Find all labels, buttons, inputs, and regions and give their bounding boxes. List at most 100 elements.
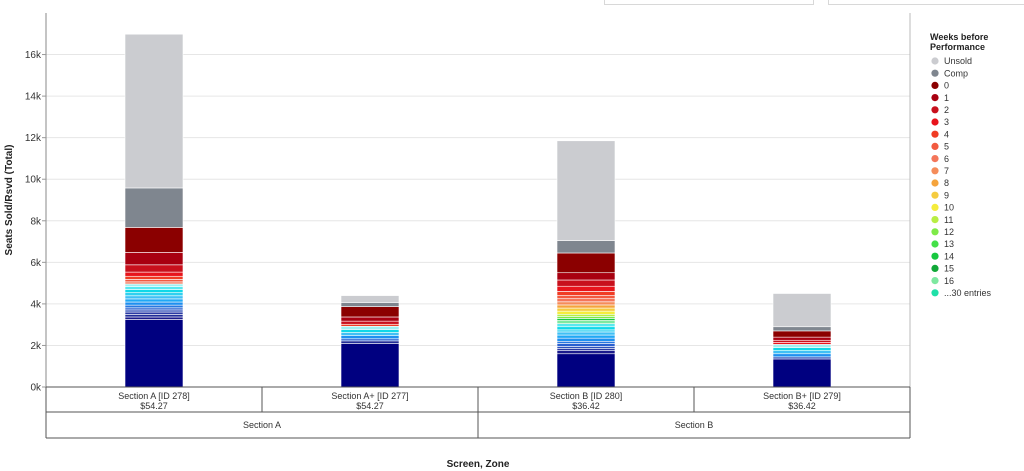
legend-item[interactable]: 10	[931, 203, 954, 213]
bar-segment	[556, 295, 616, 299]
bar-segment	[772, 326, 832, 332]
bar-stack	[772, 293, 832, 388]
bar-segment	[556, 326, 616, 331]
legend-item[interactable]: 8	[931, 178, 949, 188]
legend-swatch	[931, 289, 939, 297]
legend-swatch	[931, 191, 939, 199]
bar-segment	[124, 307, 184, 311]
category-label: Section A+ [ID 277]	[331, 391, 408, 401]
bar-segment	[556, 316, 616, 319]
toolbar-box-left	[604, 0, 814, 5]
legend-label: 11	[944, 215, 953, 225]
legend-swatch	[931, 106, 939, 114]
legend-item[interactable]: 2	[931, 105, 949, 115]
bar-segment	[772, 342, 832, 345]
legend-item[interactable]: 7	[931, 166, 949, 176]
bar-segment	[124, 264, 184, 273]
legend-item[interactable]: 16	[931, 276, 954, 286]
legend-item[interactable]: 12	[931, 227, 954, 237]
y-axis-title: Seats Sold/Rsvd (Total)	[4, 145, 15, 256]
grid-lines	[46, 54, 910, 346]
legend-swatch	[931, 277, 939, 285]
legend-item[interactable]: Unsold	[931, 56, 972, 66]
legend-item[interactable]: 1	[931, 93, 949, 103]
legend-swatch	[931, 252, 939, 260]
bar-segment	[124, 283, 184, 287]
category-label: Section A [ID 278]	[118, 391, 190, 401]
bar-segment	[124, 281, 184, 285]
legend-item[interactable]: 0	[931, 81, 949, 91]
bar-segment	[124, 304, 184, 309]
bar-segment	[340, 338, 400, 342]
y-tick-label: 0k	[30, 383, 42, 394]
bar-segment	[340, 340, 400, 344]
bar-segment	[340, 343, 400, 388]
legend-label: 6	[944, 154, 949, 164]
legend-label: Comp	[944, 68, 968, 78]
bar-segment	[556, 353, 616, 388]
bar-segment	[124, 289, 184, 293]
bar-stack	[340, 295, 400, 388]
bar-segment	[556, 304, 616, 309]
bar-segment	[772, 358, 832, 388]
legend-item[interactable]: ...30 entries	[931, 288, 992, 298]
plot-frame	[45, 13, 911, 387]
bar-segment	[340, 302, 400, 307]
legend-item[interactable]: 11	[931, 215, 953, 225]
legend-swatch	[931, 69, 939, 77]
bar-segment	[556, 318, 616, 321]
legend-label: 1	[944, 93, 949, 103]
bar-segment	[556, 279, 616, 287]
legend-item[interactable]: 14	[931, 251, 954, 261]
y-tick-label: 14k	[25, 92, 42, 103]
legend-item[interactable]: Comp	[931, 68, 968, 78]
bar-segment	[124, 319, 184, 388]
legend: Weeks before PerformanceUnsoldComp0123456…	[930, 32, 992, 298]
bar-segment	[556, 301, 616, 306]
legend-label: 9	[944, 190, 949, 200]
bar-segment	[124, 271, 184, 277]
bar-segment	[340, 320, 400, 325]
bar-segment	[556, 140, 616, 241]
legend-label: 14	[944, 251, 954, 261]
legend-label: 0	[944, 81, 949, 91]
category-price-label: $36.42	[788, 401, 816, 411]
legend-label: 12	[944, 227, 954, 237]
category-price-label: $54.27	[140, 401, 168, 411]
bar-segment	[772, 339, 832, 343]
bar-segment	[556, 334, 616, 339]
legend-item[interactable]: 9	[931, 190, 949, 200]
bar-segment	[556, 313, 616, 317]
y-tick-label: 8k	[30, 216, 42, 227]
legend-title: Weeks before Performance	[930, 32, 988, 52]
legend-label: ...30 entries	[944, 288, 992, 298]
bar-segment	[124, 33, 184, 189]
legend-swatch	[931, 216, 939, 224]
bar-segment	[556, 240, 616, 254]
legend-label: 3	[944, 117, 949, 127]
legend-item[interactable]: 6	[931, 154, 949, 164]
legend-label: 2	[944, 105, 949, 115]
bar-segment	[124, 279, 184, 283]
legend-item[interactable]: 13	[931, 239, 954, 249]
group-label: Section B	[675, 420, 714, 430]
y-axis: 0k 2k 4k 6k 8k 10k 12k 14k 16k	[25, 50, 46, 394]
legend-item[interactable]: 5	[931, 142, 949, 152]
y-tick-label: 16k	[25, 50, 42, 61]
bar-segment	[772, 350, 832, 355]
legend-item[interactable]: 4	[931, 129, 949, 139]
bar-segment	[340, 332, 400, 336]
bar-segment	[340, 323, 400, 327]
legend-item[interactable]: 3	[931, 117, 949, 127]
legend-swatch	[931, 167, 939, 175]
bar-segment	[556, 350, 616, 355]
bar-segment	[772, 336, 832, 341]
legend-item[interactable]: 15	[931, 264, 954, 274]
bar-segment	[340, 335, 400, 340]
y-tick-label: 4k	[30, 299, 42, 310]
legend-swatch	[931, 118, 939, 126]
bar-segment	[124, 301, 184, 306]
bar-segment	[556, 320, 616, 324]
legend-swatch	[931, 179, 939, 187]
